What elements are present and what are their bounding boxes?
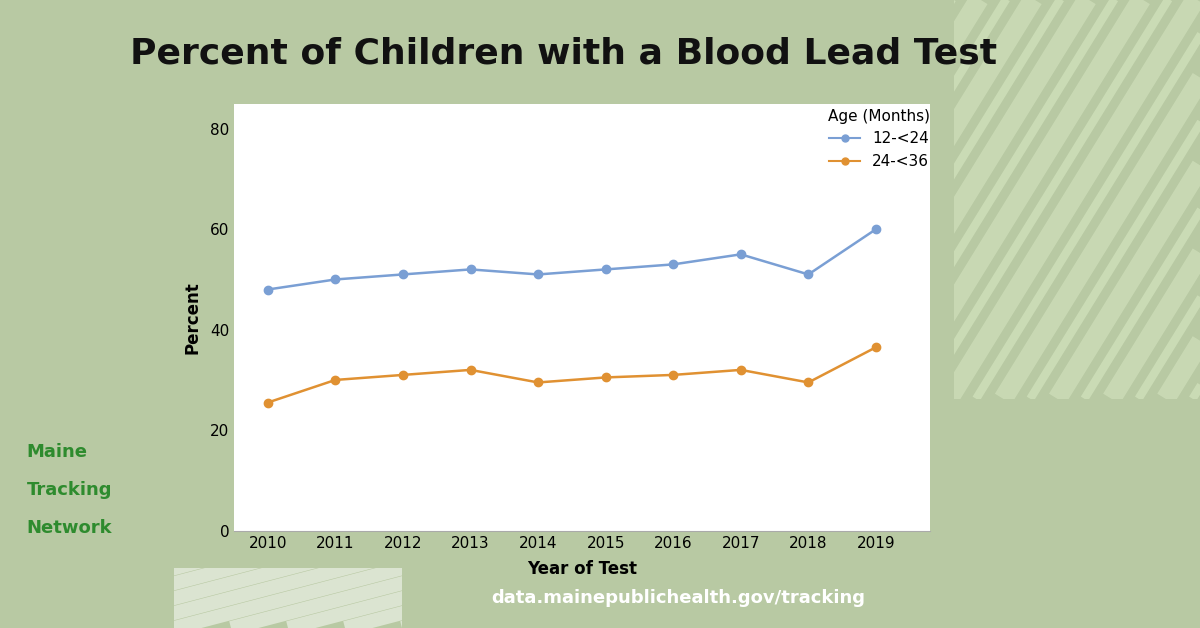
Line: 12-<24: 12-<24	[264, 225, 880, 294]
24-<36	[666, 371, 680, 379]
Legend: 12-<24, 24-<36: 12-<24, 24-<36	[822, 103, 936, 175]
12-<24	[530, 271, 545, 278]
12-<24	[599, 266, 613, 273]
12-<24	[260, 286, 275, 293]
Y-axis label: Percent: Percent	[184, 281, 202, 354]
12-<24	[802, 271, 816, 278]
X-axis label: Year of Test: Year of Test	[527, 560, 637, 578]
Text: Tracking: Tracking	[26, 481, 112, 499]
24-<36	[599, 374, 613, 381]
Line: 24-<36: 24-<36	[264, 343, 880, 407]
24-<36	[733, 366, 748, 374]
24-<36	[260, 399, 275, 406]
24-<36	[328, 376, 342, 384]
12-<24	[733, 251, 748, 258]
24-<36	[396, 371, 410, 379]
Text: Percent of Children with a Blood Lead Test: Percent of Children with a Blood Lead Te…	[131, 36, 997, 70]
12-<24	[396, 271, 410, 278]
Text: Maine: Maine	[26, 443, 88, 461]
24-<36	[802, 379, 816, 386]
24-<36	[463, 366, 478, 374]
24-<36	[530, 379, 545, 386]
12-<24	[463, 266, 478, 273]
12-<24	[328, 276, 342, 283]
12-<24	[869, 225, 883, 233]
Text: Network: Network	[26, 519, 112, 536]
12-<24	[666, 261, 680, 268]
Text: data.mainepublichealth.gov/tracking: data.mainepublichealth.gov/tracking	[491, 590, 865, 607]
24-<36	[869, 344, 883, 351]
